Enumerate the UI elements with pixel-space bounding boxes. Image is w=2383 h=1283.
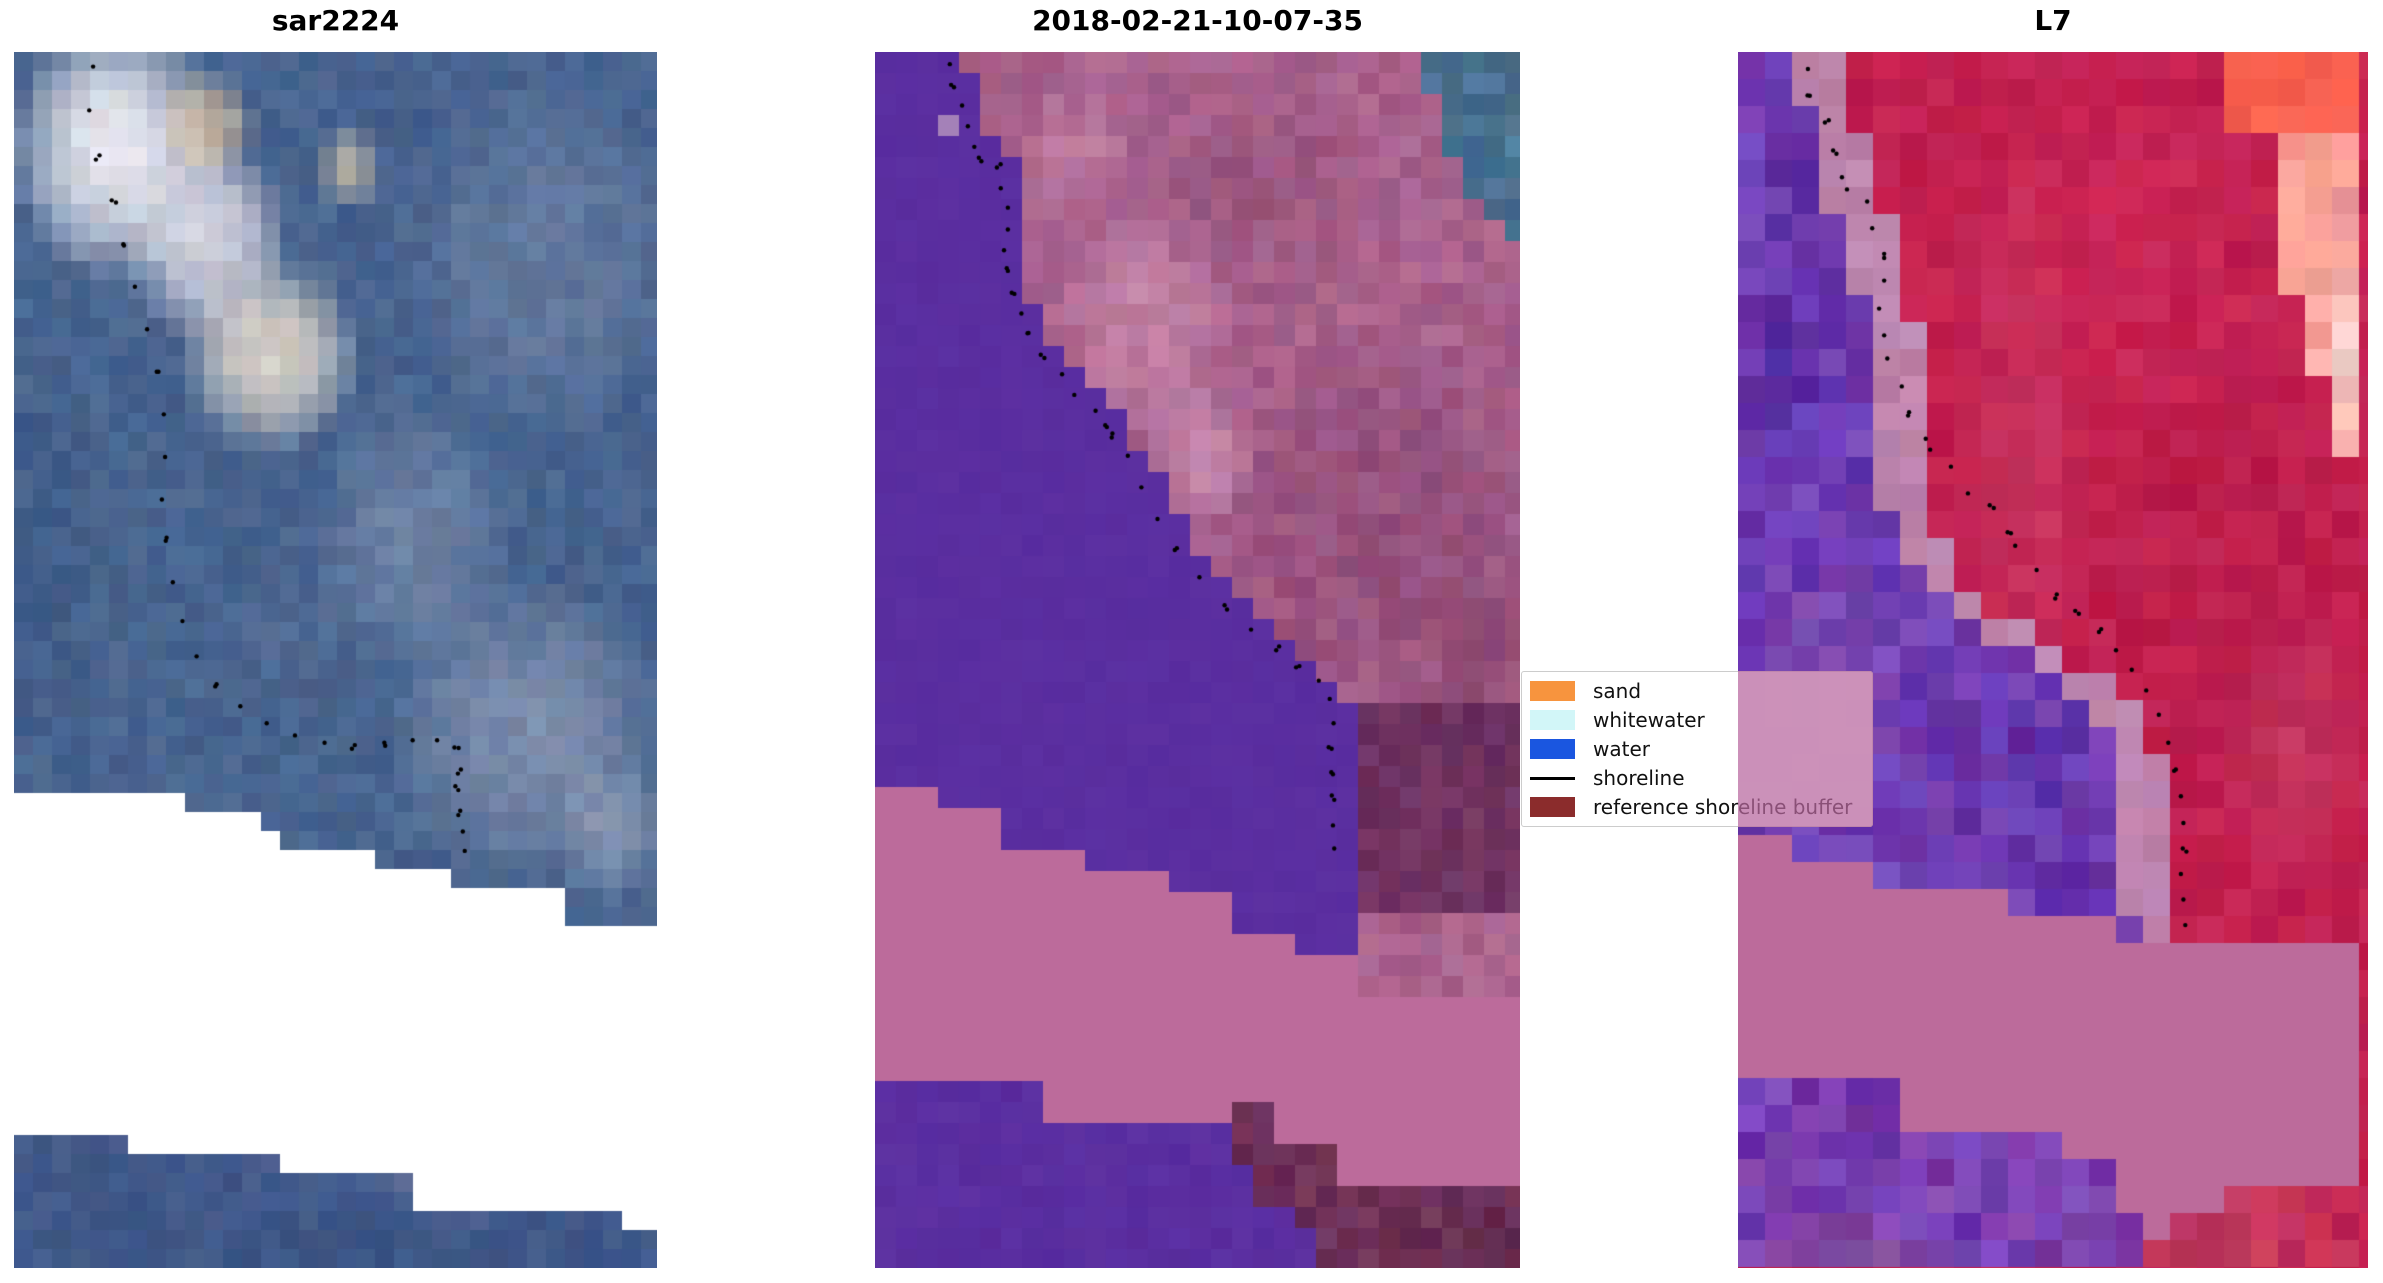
shoreline-line-swatch xyxy=(1530,776,1575,780)
satellite-image-panel-sar2224 xyxy=(14,52,657,1268)
legend-row-water: water xyxy=(1522,734,1872,763)
panel-title-sar2224: sar2224 xyxy=(271,4,400,37)
panel-title-l7: L7 xyxy=(2034,4,2072,37)
legend-label: whitewater xyxy=(1593,707,1705,732)
reference-shoreline-buffer-swatch xyxy=(1530,797,1575,818)
legend-label: shoreline xyxy=(1593,766,1685,791)
legend-row-whitewater: whitewater xyxy=(1522,705,1872,734)
whitewater-swatch xyxy=(1530,709,1575,730)
satellite-image-panel-l7 xyxy=(1738,52,2368,1268)
panel-title-date: 2018-02-21-10-07-35 xyxy=(1032,4,1363,37)
legend-row-shoreline: shoreline xyxy=(1522,764,1872,793)
legend-row-sand: sand xyxy=(1522,676,1872,705)
legend-label: water xyxy=(1593,736,1650,761)
water-swatch xyxy=(1530,738,1575,759)
legend-panel-overlap-shade xyxy=(1738,671,1873,827)
sand-swatch xyxy=(1530,680,1575,701)
legend-label: sand xyxy=(1593,678,1642,703)
classified-image-panel-date xyxy=(875,52,1520,1268)
